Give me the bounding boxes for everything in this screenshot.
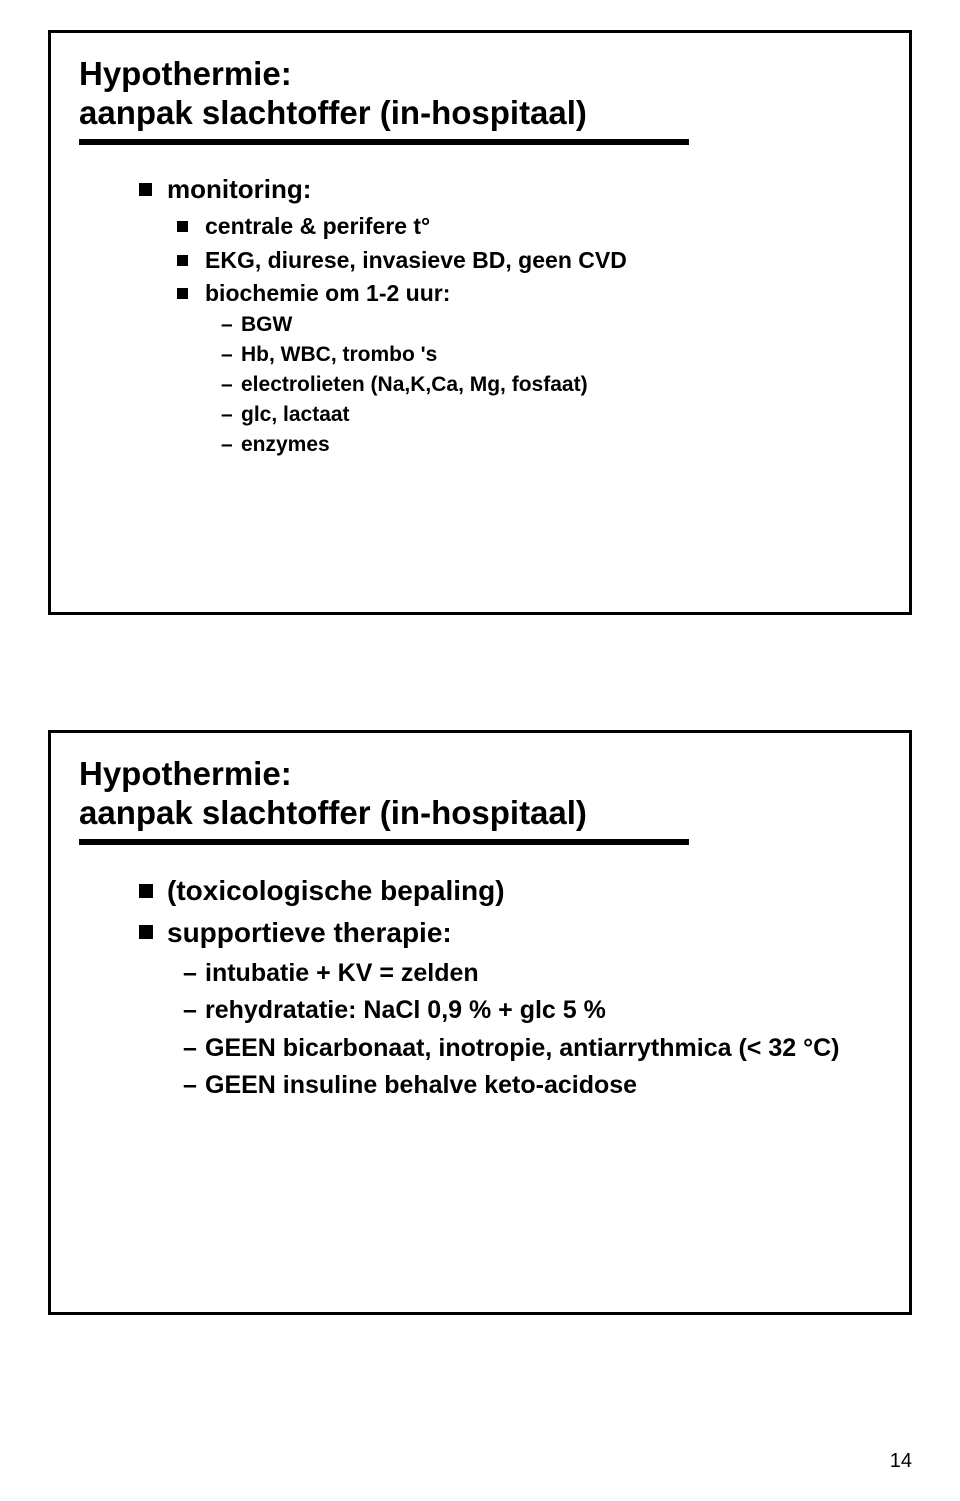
- bullet-centrale-perifere: centrale & perifere t°: [177, 212, 879, 241]
- bullet-electrolieten: electrolieten (Na,K,Ca, Mg, fosfaat): [221, 372, 879, 399]
- page-number: 14: [890, 1450, 912, 1473]
- page: Hypothermie: aanpak slachtoffer (in-hosp…: [0, 0, 960, 1501]
- bullet-geen-insuline: GEEN insuline behalve keto-acidose: [183, 1069, 879, 1102]
- slide-2-title-line2: aanpak slachtoffer (in-hospitaal): [79, 794, 587, 831]
- slide-2-title: Hypothermie: aanpak slachtoffer (in-hosp…: [51, 733, 909, 833]
- slide-2-title-line1: Hypothermie:: [79, 755, 292, 792]
- slide-2-body: (toxicologische bepaling) supportieve th…: [51, 845, 909, 1102]
- slide-1-title: Hypothermie: aanpak slachtoffer (in-hosp…: [51, 33, 909, 133]
- bullet-geen-bicarbonaat: GEEN bicarbonaat, inotropie, antiarrythm…: [183, 1032, 879, 1065]
- slide-1: Hypothermie: aanpak slachtoffer (in-hosp…: [48, 30, 912, 615]
- slide-2: Hypothermie: aanpak slachtoffer (in-hosp…: [48, 730, 912, 1315]
- bullet-intubatie: intubatie + KV = zelden: [183, 957, 879, 990]
- slide-1-body: monitoring: centrale & perifere t° EKG, …: [51, 145, 909, 459]
- slide-1-title-line1: Hypothermie:: [79, 55, 292, 92]
- bullet-biochemie: biochemie om 1-2 uur:: [177, 279, 879, 308]
- bullet-monitoring: monitoring:: [139, 173, 879, 206]
- bullet-bgw: BGW: [221, 312, 879, 339]
- bullet-enzymes: enzymes: [221, 432, 879, 459]
- slide-1-title-line2: aanpak slachtoffer (in-hospitaal): [79, 94, 587, 131]
- bullet-ekg: EKG, diurese, invasieve BD, geen CVD: [177, 246, 879, 275]
- bullet-glc-lactaat: glc, lactaat: [221, 402, 879, 429]
- bullet-toxicologische: (toxicologische bepaling): [139, 873, 879, 909]
- bullet-supportieve: supportieve therapie:: [139, 915, 879, 951]
- bullet-rehydratatie: rehydratatie: NaCl 0,9 % + glc 5 %: [183, 994, 879, 1027]
- bullet-hb-wbc: Hb, WBC, trombo 's: [221, 342, 879, 369]
